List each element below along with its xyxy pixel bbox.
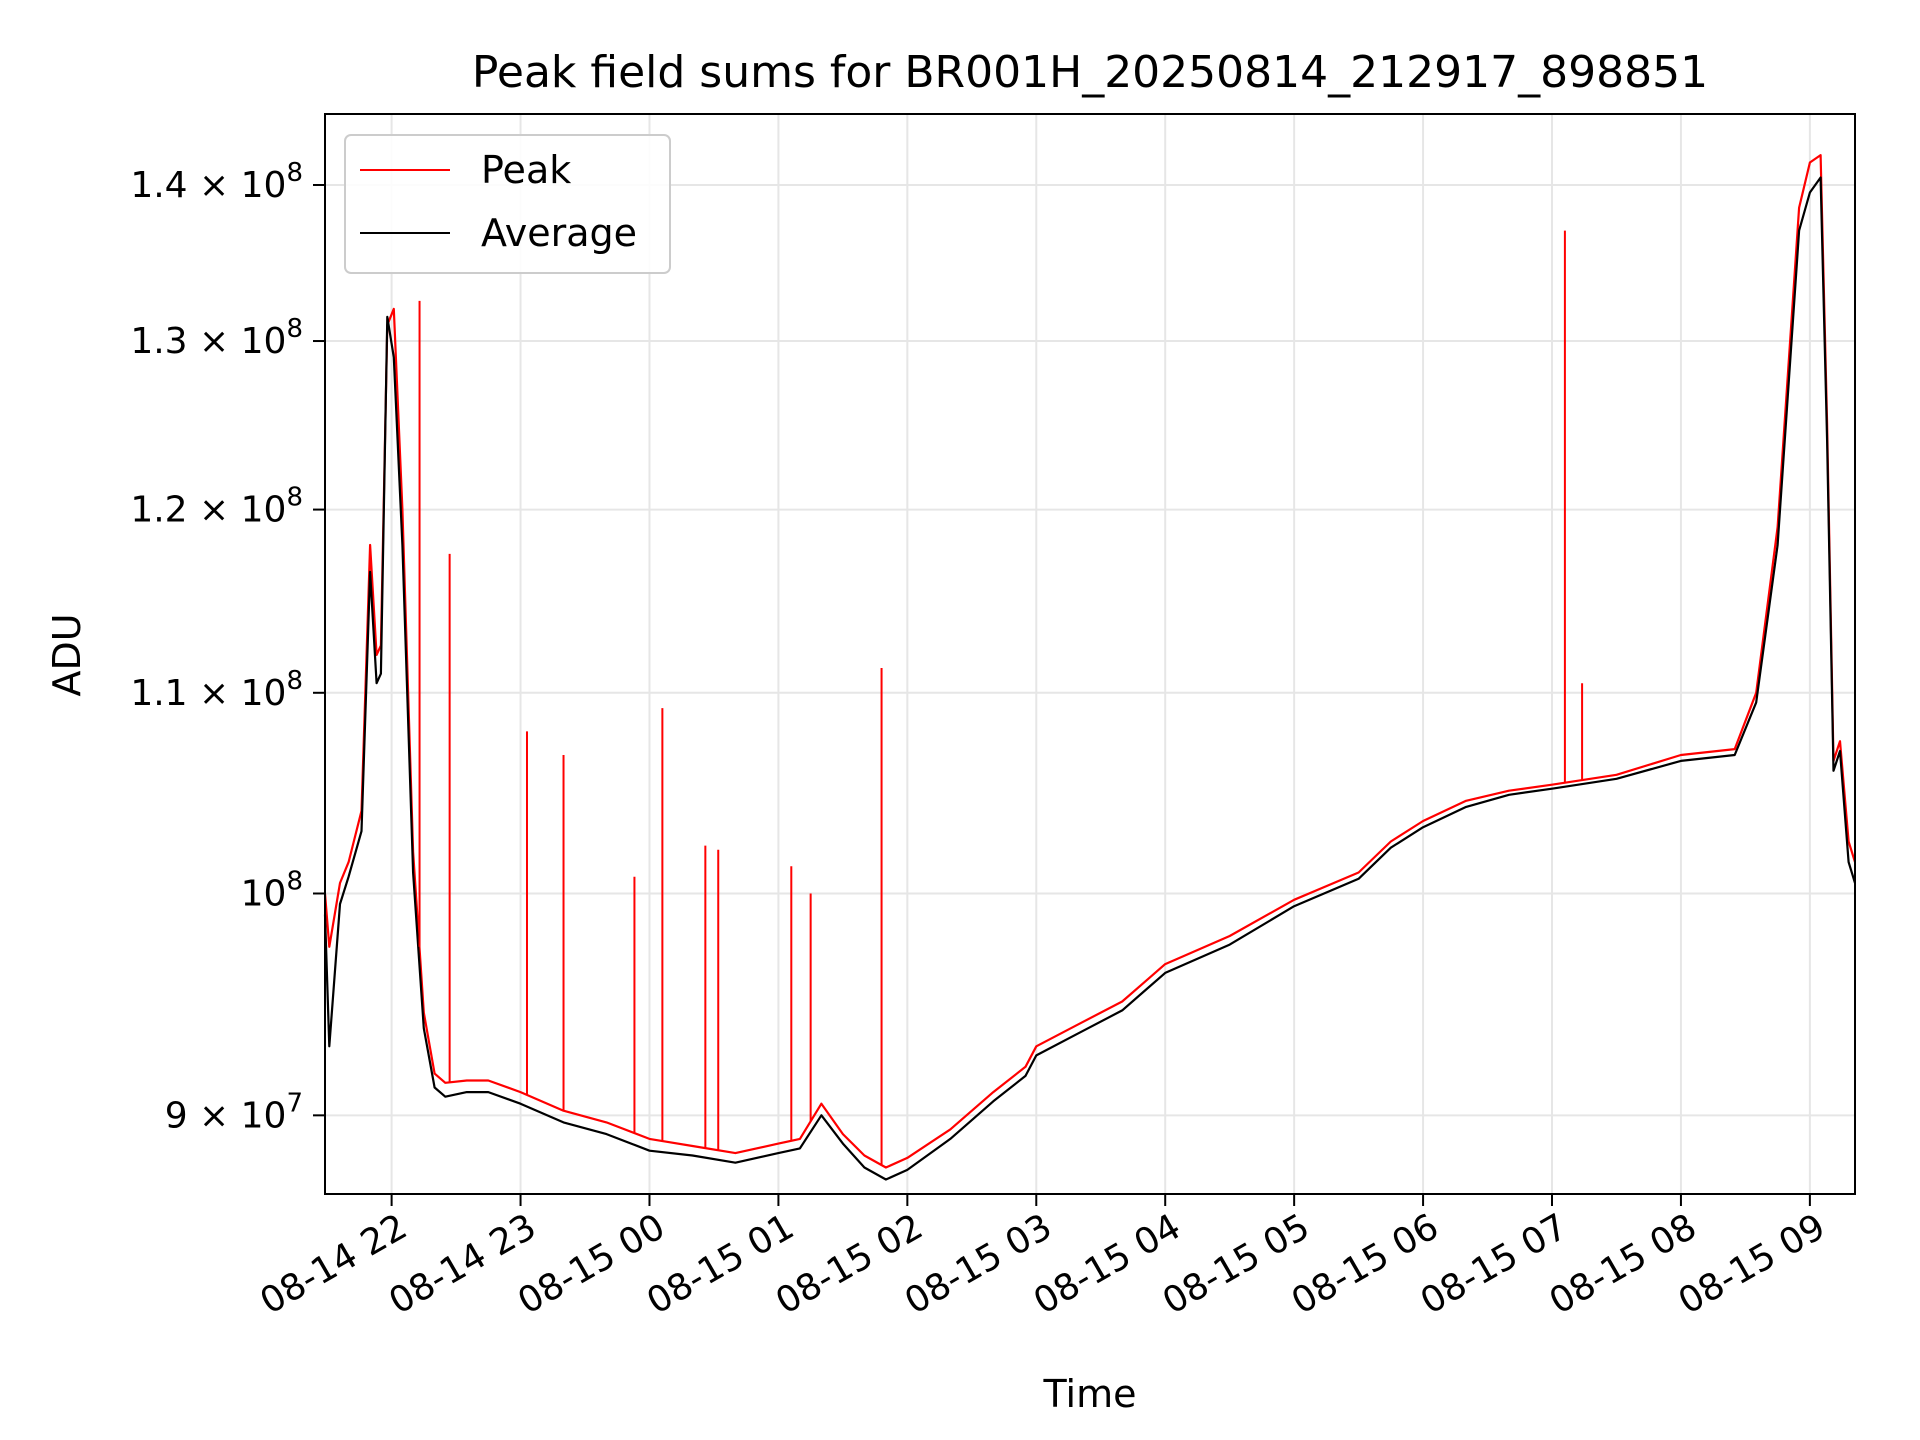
grid [325, 114, 1855, 1194]
legend-label-average: Average [481, 211, 637, 255]
chart-title: Peak field sums for BR001H_20250814_2129… [472, 47, 1708, 98]
legend-label-peak: Peak [481, 148, 571, 192]
y-axis-label: ADU [45, 613, 89, 696]
y-tick-label: 1.4 × 108 [130, 158, 303, 206]
y-axis: 9 × 107 108 1.1 × 108 1.2 × 108 1.3 × 108 1.4… [130, 158, 325, 1136]
legend: Peak Average [344, 134, 671, 274]
y-tick-label: 1.2 × 108 [130, 483, 303, 531]
series-line-average [323, 176, 1857, 1181]
series-layer [323, 154, 1857, 1181]
y-tick-label: 9 × 107 [165, 1088, 303, 1136]
plot-area-frame [324, 113, 1856, 1195]
y-tick-label: 1.3 × 108 [130, 314, 303, 362]
y-tick-label: 108 [241, 866, 303, 914]
y-tick-label: 1.1 × 108 [130, 666, 303, 714]
x-axis-label: Time [1043, 1372, 1137, 1416]
series-line-peak [323, 154, 1857, 1169]
